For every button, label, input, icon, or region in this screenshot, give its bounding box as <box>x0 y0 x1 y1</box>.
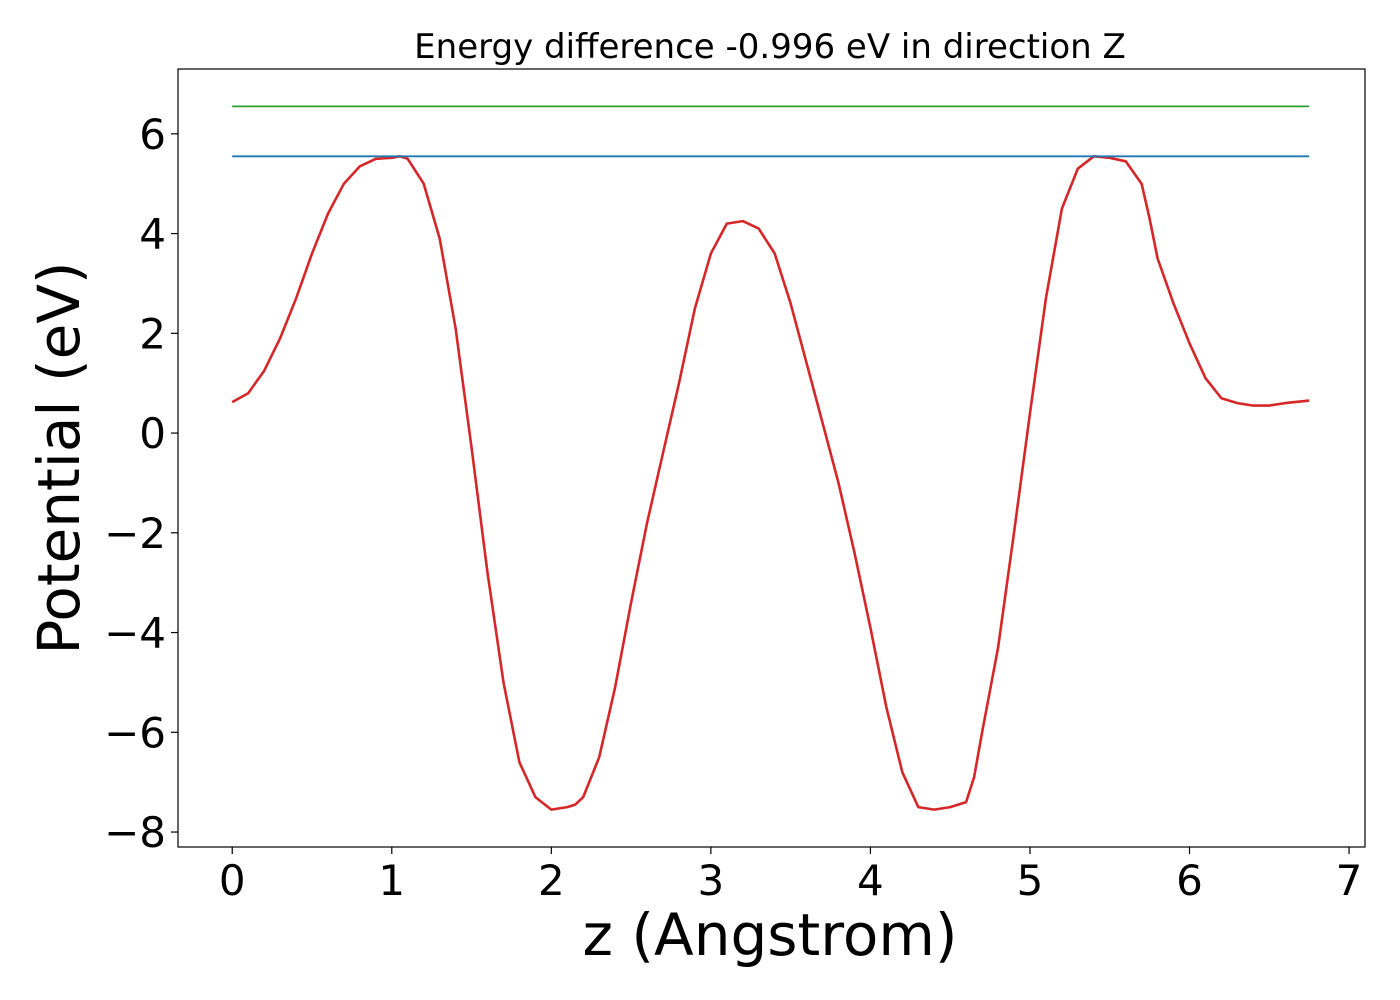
x-tick-label: 2 <box>538 856 565 905</box>
y-tick-label: 4 <box>139 210 166 259</box>
x-tick-label: 3 <box>698 856 725 905</box>
y-tick-label: 6 <box>139 110 166 159</box>
y-tick-label: −4 <box>104 609 166 658</box>
x-axis: 0 1 2 3 4 5 6 7 <box>219 847 1363 905</box>
plot-area <box>231 105 1310 811</box>
x-tick-label: 5 <box>1017 856 1044 905</box>
y-tick-label: 0 <box>139 409 166 458</box>
x-axis-label: z (Angstrom) <box>583 901 958 969</box>
y-axis: −8 −6 −4 −2 0 2 4 6 <box>104 110 178 857</box>
x-tick-label: 7 <box>1336 856 1363 905</box>
plot-frame <box>177 68 1366 848</box>
x-tick-label: 1 <box>378 856 405 905</box>
y-tick-label: −2 <box>104 509 166 558</box>
y-tick-label: −6 <box>104 708 166 757</box>
chart-title: Energy difference -0.996 eV in direction… <box>414 27 1126 67</box>
x-tick-label: 4 <box>857 856 884 905</box>
y-tick-label: −8 <box>104 808 166 857</box>
x-tick-label: 6 <box>1176 856 1203 905</box>
y-tick-label: 2 <box>139 309 166 358</box>
y-axis-label: Potential (eV) <box>25 261 93 654</box>
x-tick-label: 0 <box>219 856 246 905</box>
series-line-0 <box>231 155 1310 811</box>
